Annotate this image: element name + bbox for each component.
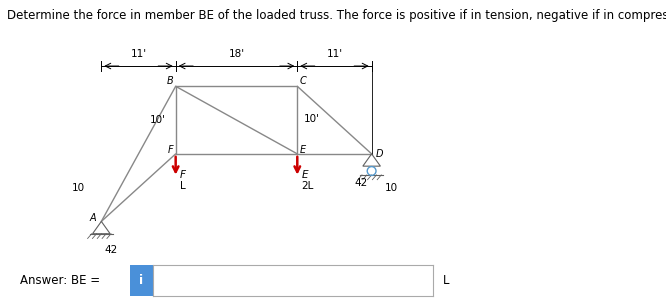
Text: C: C [299, 76, 306, 86]
Text: Answer: BE =: Answer: BE = [20, 274, 100, 287]
Text: 10': 10' [304, 114, 320, 124]
Text: E: E [300, 145, 306, 156]
Text: A: A [90, 213, 97, 223]
Text: 42: 42 [355, 178, 368, 188]
Text: E: E [301, 170, 308, 181]
Text: L: L [180, 181, 185, 191]
Text: 10: 10 [385, 183, 398, 193]
Text: F: F [167, 145, 173, 156]
Text: F: F [180, 170, 186, 181]
Text: 10: 10 [71, 183, 85, 193]
Text: 42: 42 [105, 245, 118, 255]
Text: 18': 18' [228, 49, 244, 59]
Text: 10': 10' [150, 115, 166, 125]
Text: i: i [139, 274, 144, 287]
Text: 11': 11' [131, 49, 147, 59]
Text: 11': 11' [326, 49, 342, 59]
Text: B: B [167, 76, 174, 86]
Text: D: D [376, 149, 384, 159]
Text: L: L [443, 274, 450, 287]
Text: Determine the force in member BE of the loaded truss. The force is positive if i: Determine the force in member BE of the … [7, 9, 666, 22]
Text: 2L: 2L [301, 181, 314, 191]
